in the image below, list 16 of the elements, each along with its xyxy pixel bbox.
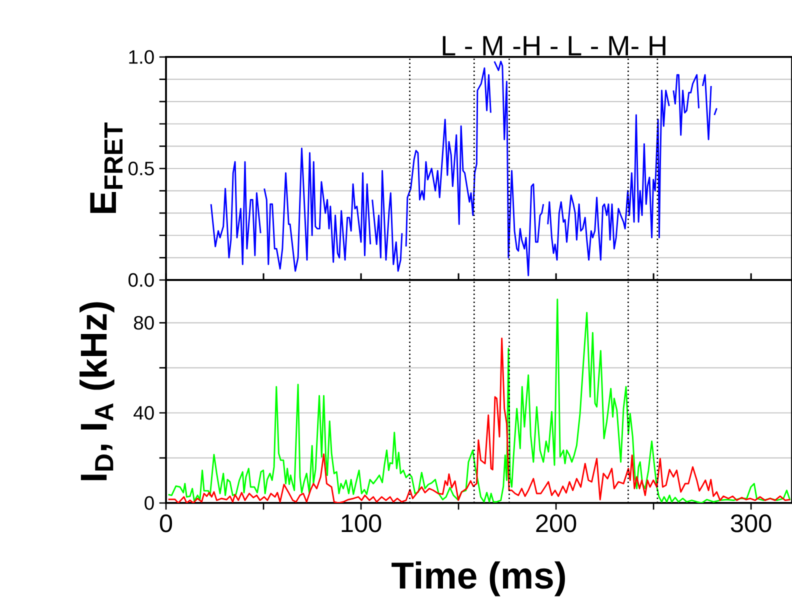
y-tick-label: 0.0	[128, 273, 154, 287]
y-tick-label: 40	[134, 406, 154, 420]
text: L - M -H - L - M- H	[442, 36, 666, 56]
y-axis-title: E$_{FRET}$	[90, 122, 122, 213]
x-tick-label: 0	[160, 514, 172, 532]
x-axis-title: Time (ms)	[392, 561, 565, 596]
line-series	[168, 298, 791, 503]
y-tick-label: 0	[144, 496, 154, 510]
y-tick-label: 0.5	[128, 162, 154, 176]
x-tick-label: 100	[342, 514, 382, 532]
x-tick-label: 200	[536, 514, 576, 532]
y-axis-title: I$_{D}$, I$_{A}$ (kHz)	[80, 302, 114, 480]
y-tick-label: 80	[134, 316, 154, 330]
line-series	[168, 338, 791, 503]
y-tick-label: 1.0	[129, 50, 154, 64]
x-tick-label: 300	[730, 514, 772, 532]
